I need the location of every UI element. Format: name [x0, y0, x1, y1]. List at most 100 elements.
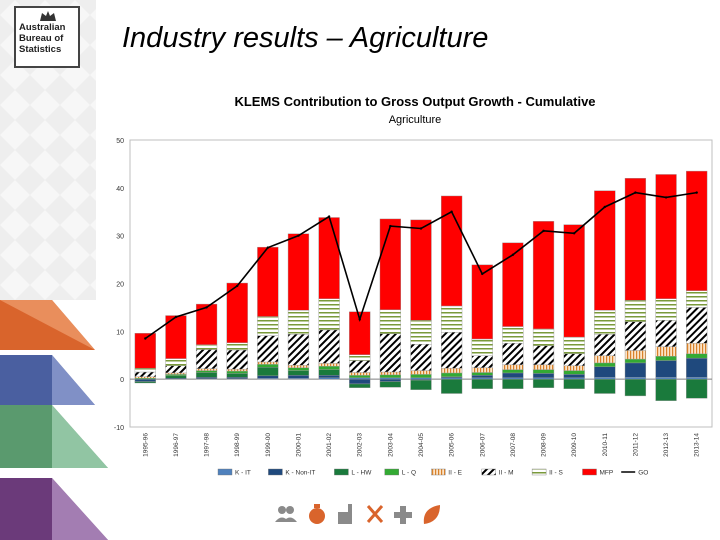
legend-swatch	[582, 468, 597, 476]
y-tick-label: 30	[116, 234, 124, 241]
go-point	[419, 227, 423, 230]
bar-segment-k-non-it	[287, 375, 310, 379]
x-tick-label: 2012-13	[663, 433, 670, 457]
bar-segment-mfp	[287, 233, 310, 311]
bar-segment-ii-e	[287, 365, 310, 368]
x-tick-label: 2007-08	[510, 433, 517, 457]
bar-segment-l-hw	[257, 367, 279, 377]
bar-segment-k-non-it	[532, 373, 555, 378]
go-point	[266, 246, 270, 249]
go-point	[144, 337, 147, 340]
go-point	[236, 284, 239, 288]
bar-segment-ii-e	[471, 367, 493, 373]
go-point	[603, 205, 606, 209]
bar-segment-l-hw	[410, 379, 432, 390]
x-tick-label: 2006-07	[479, 433, 486, 457]
bar-segment-l-hw	[379, 381, 401, 388]
bar-segment-ii-e	[195, 368, 218, 371]
bar-segment-ii-s	[441, 305, 463, 333]
bar-segment-ii-e	[594, 355, 616, 364]
bar-segment-k-non-it	[563, 374, 585, 378]
x-tick-label: 2005-06	[449, 433, 456, 457]
legend-label: II - M	[499, 470, 514, 477]
factory-icon	[338, 504, 352, 524]
go-point	[389, 224, 392, 228]
bar-segment-mfp	[594, 190, 616, 311]
bar-segment-ii-e	[165, 372, 187, 375]
chart-title: KLEMS Contribution to Gross Output Growt…	[234, 94, 596, 109]
go-point	[664, 196, 668, 199]
bar-segment-l-q	[655, 356, 677, 361]
legend-label: K - IT	[235, 470, 251, 477]
x-tick-label: 2009-10	[571, 433, 578, 457]
x-tick-label: 2004-05	[418, 433, 425, 457]
legend-swatch	[334, 468, 349, 476]
x-tick-label: 1996-97	[173, 433, 180, 457]
bar-segment-ii-s	[379, 309, 401, 334]
bar-segment-ii-m	[318, 329, 340, 364]
bar-segment-k-non-it	[502, 372, 524, 378]
legend-swatch	[217, 468, 233, 476]
bar-segment-k-non-it	[134, 378, 156, 382]
bar-segment-l-q	[441, 372, 463, 377]
x-tick-label: 2003-04	[387, 433, 394, 457]
bar-segment-l-hw	[563, 378, 585, 389]
bar-segment-ii-m	[532, 345, 555, 366]
bar-segment-mfp	[686, 170, 708, 291]
bar-segment-k-it	[624, 377, 647, 380]
bar-segment-ii-e	[624, 350, 647, 360]
bar-segment-mfp	[410, 219, 432, 321]
bar-segment-l-q	[471, 372, 493, 376]
bar-segment-l-q	[318, 366, 340, 370]
x-tick-label: 2010-11	[602, 433, 609, 457]
y-tick-label: 40	[116, 186, 124, 193]
bar-segment-k-non-it	[318, 375, 340, 378]
bar-segment-ii-m	[165, 365, 187, 374]
bar-segment-l-hw	[441, 378, 463, 394]
go-point	[542, 229, 545, 233]
bar-segment-ii-s	[502, 326, 524, 344]
bar-segment-ii-e	[349, 372, 371, 376]
legend-label: II - S	[549, 470, 563, 477]
slide-title: Industry results – Agriculture	[122, 22, 489, 54]
bar-segment-ii-s	[195, 344, 218, 350]
x-tick-label: 2000-01	[295, 433, 302, 457]
bar-segment-ii-e	[532, 364, 555, 370]
bar-segment-mfp	[471, 264, 493, 340]
legend-swatch	[384, 468, 399, 476]
bar-segment-l-q	[686, 353, 708, 359]
bar-segment-mfp	[318, 217, 340, 300]
legend-label: L - HW	[351, 470, 372, 477]
go-point	[297, 234, 300, 237]
logo-line-3: Statistics	[19, 44, 62, 55]
bar-segment-ii-s	[318, 298, 340, 331]
bar-segment-k-it	[471, 377, 493, 380]
bar-segment-mfp	[655, 174, 677, 300]
bar-segment-l-hw	[686, 378, 708, 399]
bar-segment-ii-e	[318, 363, 340, 367]
bar-segment-l-hw	[532, 378, 555, 388]
bar-segment-ii-s	[563, 336, 585, 355]
bar-segment-l-hw	[134, 381, 156, 384]
x-tick-label: 2008-09	[541, 433, 548, 457]
bar-segment-l-hw	[471, 378, 493, 389]
legend-swatch	[268, 468, 283, 476]
bar-segment-mfp	[532, 221, 555, 330]
bar-segment-ii-s	[287, 310, 310, 335]
bar-segment-ii-s	[410, 320, 432, 345]
go-point	[450, 210, 453, 213]
bar-segment-k-it	[594, 377, 616, 380]
bar-segment-ii-m	[563, 353, 585, 366]
bar-segment-ii-m	[257, 335, 279, 363]
x-tick-label: 2002-03	[357, 433, 364, 457]
bar-segment-mfp	[226, 282, 248, 344]
x-tick-label: 1997-98	[204, 433, 211, 457]
y-tick-label: 0	[120, 377, 124, 384]
footer-icon-bar	[275, 504, 440, 524]
bar-segment-ii-s	[257, 316, 279, 336]
bar-segment-k-it	[441, 377, 463, 380]
bar-segment-l-hw	[226, 373, 248, 378]
bar-segment-ii-s	[165, 358, 187, 366]
bar-segment-k-it	[318, 377, 340, 380]
bar-segment-ii-m	[686, 307, 708, 344]
